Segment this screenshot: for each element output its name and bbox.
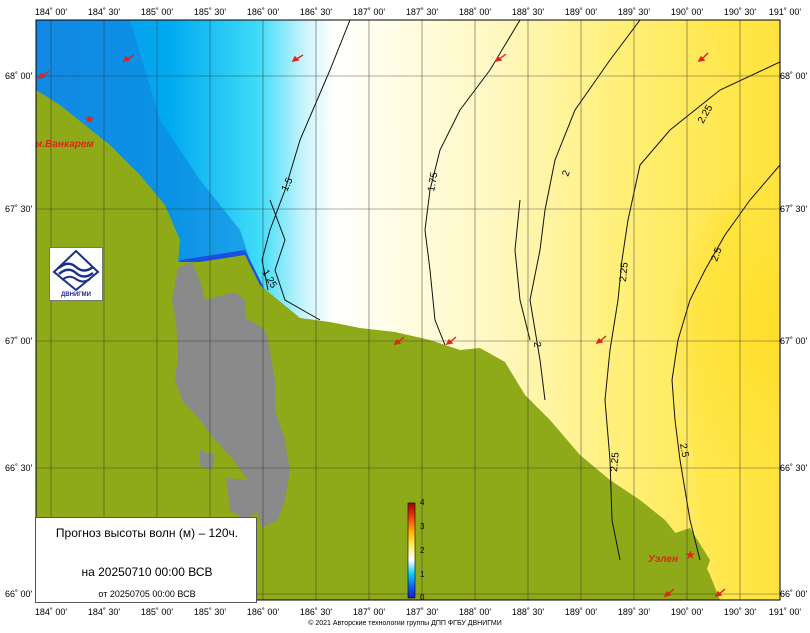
isolines <box>261 20 780 561</box>
lon-labels-top: 184˚ 00' 184˚ 30' 185˚ 00' 185˚ 30' 186˚… <box>35 7 802 17</box>
scale-label: 2 <box>420 546 425 555</box>
lon-tick-label: 185˚ 30' <box>194 7 227 17</box>
place-vankarem: м.Ванкарем <box>35 139 94 150</box>
lat-tick-label: 67˚ 30' <box>5 204 33 214</box>
lat-tick-label: 66˚ 00' <box>780 589 808 599</box>
lon-tick-label: 190˚ 30' <box>724 607 757 617</box>
lat-tick-label: 67˚ 00' <box>780 336 808 346</box>
lon-tick-label: 188˚ 00' <box>459 607 492 617</box>
lat-tick-label: 67˚ 30' <box>780 204 808 214</box>
station-vankarem-marker: ★ <box>84 112 95 126</box>
lon-tick-label: 191˚ 00' <box>769 607 802 617</box>
isoline-label: 1.5 <box>280 176 296 194</box>
land <box>36 90 720 600</box>
lat-tick-label: 67˚ 00' <box>5 336 33 346</box>
lon-tick-label: 188˚ 30' <box>512 7 545 17</box>
copyright-footer: © 2021 Авторские технологии группы ДПП Ф… <box>308 620 502 627</box>
lon-tick-label: 190˚ 30' <box>724 7 757 17</box>
isoline-label: 2 <box>560 169 572 178</box>
lagoon <box>172 262 290 528</box>
lon-tick-label: 185˚ 30' <box>194 607 227 617</box>
lon-tick-label: 189˚ 00' <box>565 607 598 617</box>
lat-labels-right: 68˚ 00' 67˚ 30' 67˚ 00' 66˚ 30' 66˚ 00' <box>780 71 808 599</box>
lat-tick-label: 68˚ 00' <box>780 71 808 81</box>
lon-tick-label: 186˚ 00' <box>247 7 280 17</box>
scale-label: 3 <box>420 522 425 531</box>
isoline-label: 2.25 <box>618 261 631 282</box>
color-scale-bar <box>407 502 416 599</box>
lon-tick-label: 190˚ 00' <box>671 7 704 17</box>
lat-tick-label: 66˚ 30' <box>5 463 33 473</box>
forecast-title: Прогноз высоты волн (м) – 120ч. <box>55 526 239 540</box>
lat-tick-label: 66˚ 30' <box>780 463 808 473</box>
color-scale: 4 3 2 1 0 <box>407 498 425 602</box>
lon-tick-label: 190˚ 00' <box>671 607 704 617</box>
forecast-issued-time: от 20250705 00:00 ВСВ <box>98 589 196 599</box>
scale-label: 0 <box>420 593 425 602</box>
isoline-label: 2.25 <box>609 451 622 472</box>
logo-emblem-icon <box>52 249 100 292</box>
isoline-label: 2.5 <box>709 246 724 263</box>
lon-tick-label: 189˚ 30' <box>618 7 651 17</box>
forecast-valid-time: на 20250710 00:00 ВСВ <box>81 565 213 579</box>
lon-tick-label: 187˚ 30' <box>406 7 439 17</box>
lon-tick-label: 191˚ 00' <box>769 7 802 17</box>
lon-tick-label: 187˚ 30' <box>406 607 439 617</box>
lon-tick-label: 186˚ 00' <box>247 607 280 617</box>
lon-tick-label: 187˚ 00' <box>353 7 386 17</box>
lon-labels-bottom: 184˚ 00' 184˚ 30' 185˚ 00' 185˚ 30' 186˚… <box>35 607 802 617</box>
lon-tick-label: 184˚ 00' <box>35 607 68 617</box>
lon-tick-label: 189˚ 30' <box>618 607 651 617</box>
scale-label: 1 <box>420 570 425 579</box>
lat-labels-left: 68˚ 00' 67˚ 30' 67˚ 00' 66˚ 30' 66˚ 00' <box>5 71 33 599</box>
place-uelen: Уэлен <box>648 554 678 565</box>
lon-tick-label: 187˚ 00' <box>353 607 386 617</box>
map-frame <box>35 19 781 601</box>
direction-arrows <box>37 52 726 597</box>
scale-label: 4 <box>420 498 425 507</box>
lon-tick-label: 186˚ 30' <box>300 7 333 17</box>
station-uelen-marker: ★ <box>685 548 696 562</box>
lon-tick-label: 184˚ 00' <box>35 7 68 17</box>
lon-tick-label: 185˚ 00' <box>141 7 174 17</box>
lon-tick-label: 186˚ 30' <box>300 607 333 617</box>
lon-tick-label: 185˚ 00' <box>141 607 174 617</box>
lon-tick-label: 188˚ 00' <box>459 7 492 17</box>
dvnigmi-logo: ДВНИГМИ <box>49 247 103 301</box>
logo-label: ДВНИГМИ <box>61 292 91 298</box>
lon-tick-label: 189˚ 00' <box>565 7 598 17</box>
lon-tick-label: 188˚ 30' <box>512 607 545 617</box>
lat-tick-label: 68˚ 00' <box>5 71 33 81</box>
lon-tick-label: 184˚ 30' <box>88 607 121 617</box>
isoline-label: 1.75 <box>426 171 440 193</box>
isoline-label: 2.5 <box>677 443 690 459</box>
forecast-info-box: Прогноз высоты волн (м) – 120ч. на 20250… <box>35 517 257 603</box>
isoline-label: 2 <box>531 341 542 348</box>
lon-tick-label: 184˚ 30' <box>88 7 121 17</box>
lat-tick-label: 66˚ 00' <box>5 589 33 599</box>
